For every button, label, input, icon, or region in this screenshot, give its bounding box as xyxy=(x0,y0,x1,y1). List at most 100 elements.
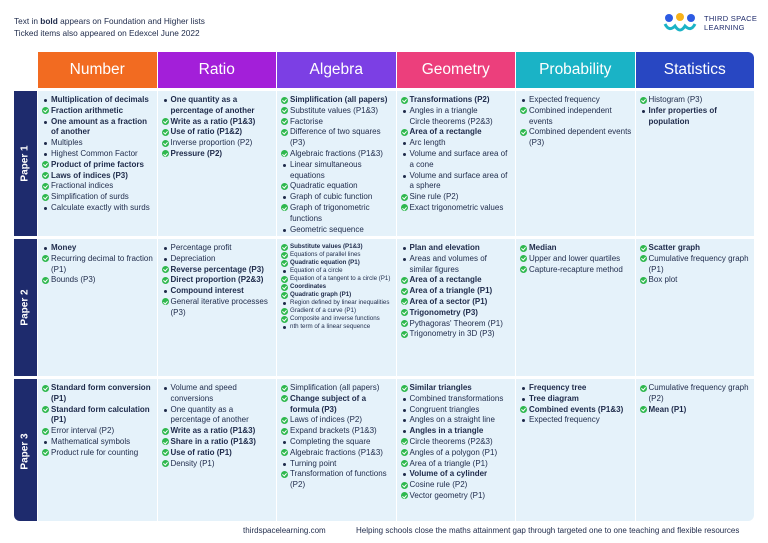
topic-item: Vector geometry (P1) xyxy=(400,491,513,502)
topic-item: Depreciation xyxy=(162,254,274,265)
topic-item: Money xyxy=(42,243,154,254)
note-text: appears on Foundation and Higher lists xyxy=(57,16,205,26)
topic-item: Compound interest xyxy=(162,286,274,297)
topic-item: Gradient of a curve (P1) xyxy=(281,307,393,315)
cell: Simplification (all papers) Change subjec… xyxy=(277,379,396,521)
row-label: Paper 1 xyxy=(14,91,37,236)
row-label: Paper 3 xyxy=(14,379,37,521)
topic-item: Algebraic fractions (P1&3) xyxy=(281,448,393,459)
topic-item: Areas and volumes of similar figures xyxy=(401,254,513,276)
topic-item: One amount as a fraction of another xyxy=(42,117,154,139)
topic-item: Product rule for counting xyxy=(42,448,154,459)
topic-item: Mathematical symbols xyxy=(42,437,154,448)
topic-item: Trigonometry in 3D (P3) xyxy=(400,329,513,340)
cell: Frequency tree Tree diagram Combined event… xyxy=(516,379,635,521)
note-bold: bold xyxy=(40,16,58,26)
topic-item: Volume and surface area of a sphere xyxy=(401,171,513,193)
cell: Histogram (P3) Infer properties of popula… xyxy=(635,91,754,236)
row-label-text: Paper 1 xyxy=(20,145,32,182)
topic-item: Composite and inverse functions xyxy=(281,315,393,323)
topic-item: Difference of two squares (P3) xyxy=(281,127,393,149)
topic-item: Box plot xyxy=(639,275,752,286)
footer-tagline: Helping schools close the maths attainme… xyxy=(356,526,740,535)
topic-item: Laws of indices (P2) xyxy=(281,415,393,426)
topic-item: Write as a ratio (P1&3) xyxy=(161,117,274,128)
topic-item: One quantity as a percentage of another xyxy=(162,405,274,427)
topic-item: Capture-recapture method xyxy=(520,265,632,276)
topic-item: Expand brackets (P1&3) xyxy=(281,426,393,437)
cell: Percentage profit Depreciation Reverse per… xyxy=(157,239,276,376)
topic-item: Fraction arithmetic xyxy=(42,106,154,117)
topic-item: Area of a rectangle xyxy=(400,275,513,286)
topic-item: Percentage profit xyxy=(162,243,274,254)
topic-item: Turning point xyxy=(281,459,393,470)
note-text: Text in xyxy=(14,16,41,26)
topic-item: Area of a sector (P1) xyxy=(400,297,513,308)
topic-item: Expected frequency xyxy=(520,95,632,106)
topic-item: Highest Common Factor xyxy=(42,149,154,160)
topic-item: Calculate exactly with surds xyxy=(42,203,154,214)
topic-item: Geometric sequence xyxy=(281,225,393,236)
topic-item: Fractional indices xyxy=(42,181,154,192)
topic-item: Coordinates xyxy=(281,283,393,291)
topic-item: Direct proportion (P2&3) xyxy=(161,275,274,286)
cell: Cumulative frequency graph (P2) Mean (P1) xyxy=(635,379,754,521)
topic-item: Standard form calculation (P1) xyxy=(42,405,154,427)
topic-item: Transformation of functions (P2) xyxy=(281,469,393,491)
topic-item: Upper and lower quartiles xyxy=(520,254,632,265)
topic-item: Graph of cubic function xyxy=(281,192,393,203)
topic-item: Recurring decimal to fraction (P1) xyxy=(42,254,154,276)
row-label-text: Paper 3 xyxy=(20,433,32,470)
topic-item: Angles on a straight line xyxy=(401,415,513,426)
topic-item: Graph of trigonometric functions xyxy=(281,203,393,225)
topic-item: Tree diagram xyxy=(520,394,632,405)
row-label-text: Paper 2 xyxy=(20,289,32,326)
topic-item: Frequency tree xyxy=(520,383,632,394)
topic-item: Median xyxy=(520,243,632,254)
column-header: Ratio xyxy=(157,52,276,88)
topic-item: Sine rule (P2) xyxy=(400,192,513,203)
footer-website[interactable]: thirdspacelearning.com xyxy=(243,526,326,535)
topic-item: Infer properties of population xyxy=(640,106,752,128)
cell: Transformations (P2) Angles in a triangle… xyxy=(396,91,515,236)
topic-item: Cumulative frequency graph (P2) xyxy=(639,383,752,405)
column-header: Probability xyxy=(516,52,635,88)
topic-item: Mean (P1) xyxy=(639,405,752,416)
topic-item: Multiples xyxy=(42,138,154,149)
logo[interactable]: THIRD SPACE LEARNING xyxy=(662,12,757,34)
topic-item: Angles of a polygon (P1) xyxy=(400,448,513,459)
cell: Standard form conversion (P1) Standard fo… xyxy=(38,379,157,521)
topic-item: Area of a triangle (P1) xyxy=(400,286,513,297)
topic-item: Expected frequency xyxy=(520,415,632,426)
topic-item: Quadratic equation xyxy=(281,181,393,192)
topic-item: Share in a ratio (P1&3) xyxy=(161,437,274,448)
topic-item: Volume of a cylinder xyxy=(401,469,513,480)
column-header: Algebra xyxy=(277,52,396,88)
topic-item: nth term of a linear sequence xyxy=(281,323,393,331)
cell: Plan and elevation Areas and volumes of s… xyxy=(396,239,515,376)
topic-item: Completing the square xyxy=(281,437,393,448)
note: Text in bold appears on Foundation and H… xyxy=(14,15,205,27)
topic-item: Laws of indices (P3) xyxy=(42,171,154,182)
topic-item: Pressure (P2) xyxy=(161,149,274,160)
topic-item: Inverse proportion (P2) xyxy=(161,138,274,149)
logo-text: THIRD SPACE xyxy=(704,14,758,23)
topic-item: Histogram (P3) xyxy=(639,95,752,106)
column-header: Geometry xyxy=(396,52,515,88)
topic-item: Reverse percentage (P3) xyxy=(161,265,274,276)
column-header: Number xyxy=(38,52,157,88)
topic-item: Linear simultaneous equations xyxy=(281,160,393,182)
topic-item: Circle theorems (P2&3) xyxy=(409,116,493,126)
topic-item: Area of a rectangle xyxy=(400,127,513,138)
topic-item: Substitute values (P1&3) xyxy=(281,243,393,251)
topic-item: Congruent triangles xyxy=(401,405,513,416)
topic-item: Pythagoras' Theorem (P1) xyxy=(400,319,513,330)
topic-item: Plan and elevation xyxy=(401,243,513,254)
header-notes: Text in bold appears on Foundation and H… xyxy=(14,15,205,39)
topic-item: Exact trigonometric values xyxy=(400,203,513,214)
topic-item: Angles in a triangle xyxy=(401,426,513,437)
topic-item: Quadratic graph (P1) xyxy=(281,291,393,299)
cell: Multiplication of decimals Fraction arith… xyxy=(38,91,157,236)
topic-item: Substitute values (P1&3) xyxy=(281,106,393,117)
